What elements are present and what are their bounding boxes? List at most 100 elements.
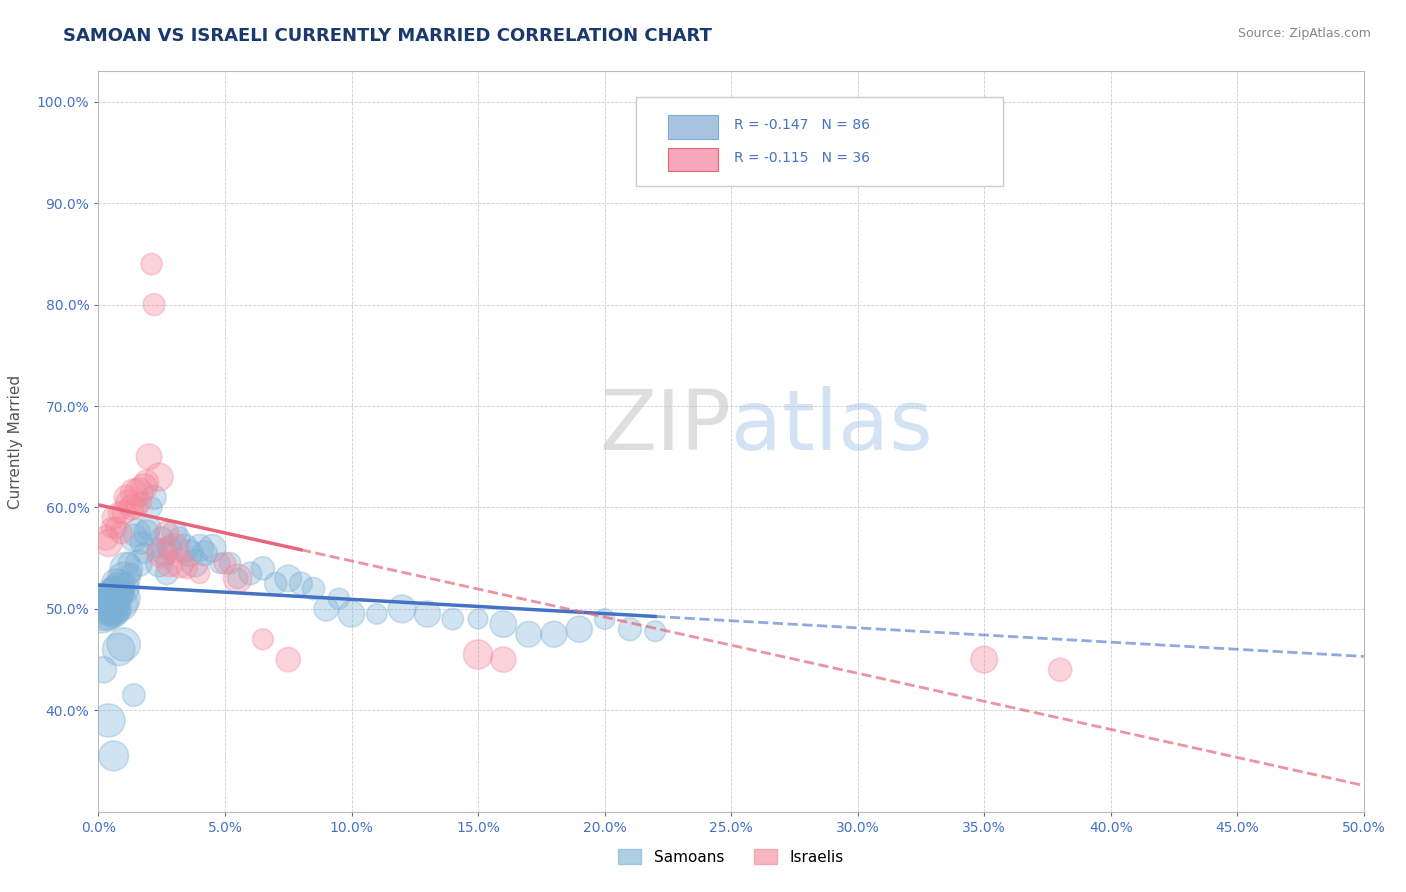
Point xyxy=(366,607,388,621)
Point xyxy=(169,556,191,570)
Point xyxy=(97,714,120,728)
Point xyxy=(277,571,299,585)
Point xyxy=(110,597,132,611)
Point xyxy=(141,500,163,515)
Point xyxy=(138,521,160,535)
Point xyxy=(107,602,129,616)
Point xyxy=(145,541,167,555)
Text: atlas: atlas xyxy=(731,386,932,467)
Point xyxy=(179,546,201,560)
Point xyxy=(173,541,195,555)
Point xyxy=(100,587,122,601)
Point xyxy=(112,571,135,585)
Point xyxy=(169,531,191,545)
Point xyxy=(100,597,122,611)
Point xyxy=(97,602,120,616)
Point xyxy=(93,607,115,621)
Point xyxy=(252,632,274,647)
Point xyxy=(115,491,138,505)
Point xyxy=(214,556,236,570)
Point xyxy=(115,561,138,575)
Point xyxy=(148,556,170,570)
Point xyxy=(93,597,115,611)
Point xyxy=(97,591,120,606)
Point xyxy=(118,495,141,509)
Point xyxy=(112,591,135,606)
Point xyxy=(150,531,173,545)
Point xyxy=(132,480,155,494)
Point xyxy=(94,597,117,611)
Point xyxy=(131,536,153,550)
Point xyxy=(157,541,180,555)
Point xyxy=(100,602,122,616)
Text: R = -0.147   N = 86: R = -0.147 N = 86 xyxy=(734,119,870,132)
Point xyxy=(105,597,128,611)
Point xyxy=(131,495,153,509)
Point xyxy=(543,627,565,641)
Point xyxy=(176,561,198,575)
Point xyxy=(467,612,489,626)
Point xyxy=(105,576,128,591)
Point xyxy=(163,525,186,540)
Point xyxy=(277,652,299,666)
Point xyxy=(252,561,274,575)
Point xyxy=(120,500,142,515)
Point xyxy=(619,622,641,636)
Point xyxy=(107,642,129,657)
Point xyxy=(105,521,128,535)
Point xyxy=(183,556,205,570)
Point xyxy=(112,582,135,596)
Point xyxy=(135,475,157,489)
Point xyxy=(517,627,540,641)
Point xyxy=(239,566,262,581)
Point xyxy=(644,624,666,639)
Point xyxy=(110,587,132,601)
Bar xyxy=(668,115,718,139)
Point xyxy=(103,607,125,621)
Point xyxy=(157,556,180,570)
Point xyxy=(188,541,211,555)
Point xyxy=(105,587,128,601)
Point xyxy=(141,257,163,271)
Point xyxy=(138,450,160,464)
Point xyxy=(156,566,179,581)
Point xyxy=(97,536,120,550)
Point xyxy=(122,485,145,500)
Point xyxy=(122,688,145,702)
Point xyxy=(132,546,155,560)
Point xyxy=(94,591,117,606)
Point xyxy=(103,748,125,763)
Point xyxy=(105,604,128,618)
Point xyxy=(194,546,217,560)
Point xyxy=(135,525,157,540)
Point xyxy=(107,591,129,606)
Point xyxy=(128,485,150,500)
Legend: Samoans, Israelis: Samoans, Israelis xyxy=(612,843,851,871)
Point xyxy=(97,607,120,621)
Point xyxy=(163,541,186,555)
Point xyxy=(441,612,464,626)
Point xyxy=(156,525,179,540)
Point xyxy=(94,602,117,616)
Point xyxy=(1049,663,1071,677)
Point xyxy=(125,525,148,540)
Point xyxy=(416,607,439,621)
Point xyxy=(492,617,515,632)
Point xyxy=(328,591,350,606)
Point xyxy=(290,576,312,591)
Point xyxy=(107,506,129,520)
Point xyxy=(492,652,515,666)
Point xyxy=(90,602,112,616)
Bar xyxy=(668,147,718,171)
Point xyxy=(110,576,132,591)
Point xyxy=(467,648,489,662)
Point xyxy=(973,652,995,666)
Point xyxy=(315,602,337,616)
Point xyxy=(201,541,224,555)
Point xyxy=(568,622,591,636)
Y-axis label: Currently Married: Currently Married xyxy=(8,375,22,508)
Text: SAMOAN VS ISRAELI CURRENTLY MARRIED CORRELATION CHART: SAMOAN VS ISRAELI CURRENTLY MARRIED CORR… xyxy=(63,27,713,45)
Point xyxy=(118,556,141,570)
Point xyxy=(143,491,166,505)
Point xyxy=(110,525,132,540)
